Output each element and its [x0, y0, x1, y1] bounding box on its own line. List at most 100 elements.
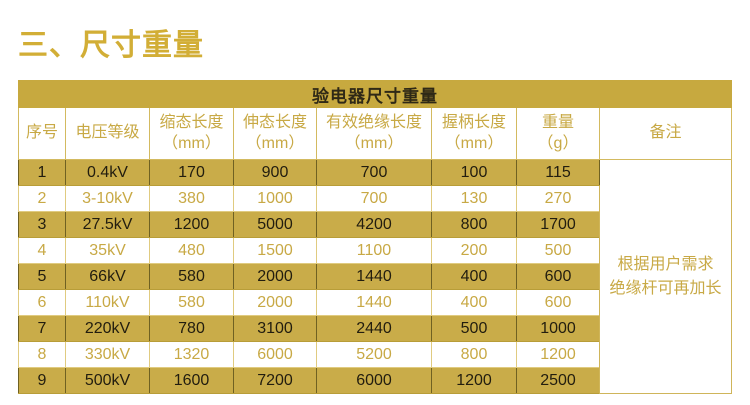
page: 三、尺寸重量 验电器尺寸重量 序号 电压等级 缩态长度 （mm） 伸态长度 （mm）… — [18, 29, 732, 394]
table-cell: 6000 — [233, 341, 317, 368]
table-cell: 800 — [431, 211, 517, 238]
table-cell: 4200 — [316, 211, 432, 238]
column-header-label: 电压等级 — [75, 124, 140, 142]
table-cell: 1200 — [516, 341, 600, 368]
table-cell: 780 — [149, 315, 234, 342]
table-cell: 6 — [18, 289, 66, 316]
table-row: 9 500kV 1600 7200 6000 1200 2500 — [18, 367, 732, 394]
table-cell: 8 — [18, 341, 66, 368]
column-header-index: 序号 — [18, 107, 66, 160]
table-cell: 6000 — [316, 367, 432, 394]
table-cell: 480 — [149, 237, 234, 264]
column-header-unit: （g） — [537, 134, 579, 152]
table-cell: 2500 — [516, 367, 600, 394]
table-row: 4 35kV 480 1500 1100 200 500 — [18, 237, 732, 264]
column-header-unit: （mm） — [162, 134, 221, 152]
table-cell: 3-10kV — [65, 185, 150, 212]
table-row: 2 3-10kV 380 1000 700 130 270 — [18, 185, 732, 212]
remark-line: 绝缘杆可再加长 — [609, 279, 722, 297]
table-cell: 600 — [516, 263, 600, 290]
table-cell: 1320 — [149, 341, 234, 368]
table-cell: 1000 — [516, 315, 600, 342]
table-cell: 500 — [431, 315, 517, 342]
table-cell: 200 — [431, 237, 517, 264]
spec-table: 验电器尺寸重量 序号 电压等级 缩态长度 （mm） 伸态长度 （mm） 有效绝缘长度… — [18, 80, 732, 394]
table-cell: 500kV — [65, 367, 150, 394]
column-header-row: 序号 电压等级 缩态长度 （mm） 伸态长度 （mm） 有效绝缘长度 （mm） 握柄长… — [18, 107, 732, 160]
table-cell: 400 — [431, 289, 517, 316]
column-header-handle-length: 握柄长度 （mm） — [431, 107, 517, 160]
table-cell: 170 — [149, 159, 234, 186]
table-cell: 580 — [149, 263, 234, 290]
table-cell: 7200 — [233, 367, 317, 394]
table-cell: 220kV — [65, 315, 150, 342]
table-cell: 400 — [431, 263, 517, 290]
table-cell: 1440 — [316, 289, 432, 316]
table-cell: 1700 — [516, 211, 600, 238]
column-header-label: 有效绝缘长度 — [325, 113, 422, 131]
table-row: 1 0.4kV 170 900 700 100 115 根据用户需求 绝缘杆可再… — [18, 159, 732, 394]
remark-line: 根据用户需求 — [617, 255, 714, 273]
table-row: 6 110kV 580 2000 1440 400 600 — [18, 289, 732, 316]
table-cell: 4 — [18, 237, 66, 264]
column-header-weight: 重量 （g） — [516, 107, 600, 160]
table-cell: 66kV — [65, 263, 150, 290]
column-header-label: 备注 — [649, 124, 682, 142]
table-cell: 2000 — [233, 289, 317, 316]
column-header-extended-length: 伸态长度 （mm） — [233, 107, 317, 160]
table-cell: 1 — [18, 159, 66, 186]
table-cell: 9 — [18, 367, 66, 394]
table-cell: 1500 — [233, 237, 317, 264]
table-cell: 35kV — [65, 237, 150, 264]
table-cell: 1200 — [431, 367, 517, 394]
table-cell: 900 — [233, 159, 317, 186]
column-header-unit: （mm） — [245, 134, 305, 152]
table-cell: 5000 — [233, 211, 317, 238]
table-title: 验电器尺寸重量 — [18, 80, 732, 108]
table-cell: 1100 — [316, 237, 432, 264]
table-cell: 1440 — [316, 263, 432, 290]
table-cell: 130 — [431, 185, 517, 212]
table-cell: 100 — [431, 159, 517, 186]
table-cell: 2 — [18, 185, 66, 212]
table-cell: 800 — [431, 341, 517, 368]
table-cell: 1200 — [149, 211, 234, 238]
table-cell: 700 — [316, 159, 432, 186]
table-cell: 2440 — [316, 315, 432, 342]
column-header-label: 序号 — [25, 124, 58, 142]
table-cell: 330kV — [65, 341, 150, 368]
table-cell: 500 — [516, 237, 600, 264]
table-cell: 380 — [149, 185, 234, 212]
column-header-label: 握柄长度 — [441, 113, 506, 131]
table-cell: 1600 — [149, 367, 234, 394]
column-header-label: 重量 — [541, 113, 574, 131]
table-cell: 5 — [18, 263, 66, 290]
column-header-label: 缩态长度 — [159, 113, 224, 131]
table-cell: 700 — [316, 185, 432, 212]
table-cell: 27.5kV — [65, 211, 150, 238]
section-title: 三、尺寸重量 — [18, 29, 204, 62]
table-cell: 2000 — [233, 263, 317, 290]
table-cell: 270 — [516, 185, 600, 212]
table-cell: 7 — [18, 315, 66, 342]
table-row: 8 330kV 1320 6000 5200 800 1200 — [18, 341, 732, 368]
column-header-label: 伸态长度 — [242, 113, 307, 131]
table-cell: 5200 — [316, 341, 432, 368]
column-header-unit: （mm） — [444, 134, 504, 152]
table-title-row: 验电器尺寸重量 — [18, 80, 732, 108]
column-header-voltage: 电压等级 — [65, 107, 150, 160]
table-cell: 115 — [516, 159, 600, 186]
table-cell: 600 — [516, 289, 600, 316]
table-row: 7 220kV 780 3100 2440 500 1000 — [18, 315, 732, 342]
column-header-retracted-length: 缩态长度 （mm） — [149, 107, 234, 160]
table-cell: 0.4kV — [65, 159, 150, 186]
table-cell: 1000 — [233, 185, 317, 212]
table-row: 5 66kV 580 2000 1440 400 600 — [18, 263, 732, 290]
column-header-remark: 备注 — [599, 107, 732, 160]
column-header-insulation-length: 有效绝缘长度 （mm） — [316, 107, 432, 160]
table-cell: 3100 — [233, 315, 317, 342]
remark-cell: 根据用户需求 绝缘杆可再加长 — [599, 159, 732, 394]
table-cell: 110kV — [65, 289, 150, 316]
column-header-unit: （mm） — [344, 134, 404, 152]
table-cell: 580 — [149, 289, 234, 316]
